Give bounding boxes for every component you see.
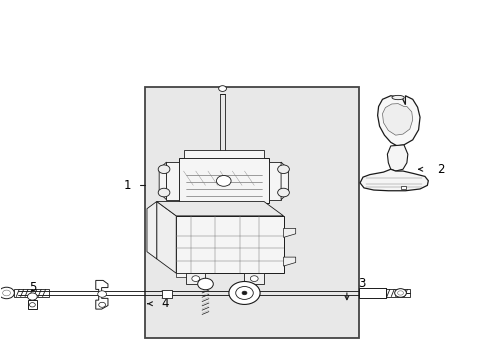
Circle shape: [2, 290, 10, 296]
Bar: [144, 87, 358, 338]
Circle shape: [394, 289, 406, 297]
Text: 3: 3: [357, 278, 365, 291]
Circle shape: [228, 282, 260, 305]
Polygon shape: [178, 158, 268, 203]
Bar: [27, 300, 37, 309]
Polygon shape: [268, 162, 281, 200]
Text: 2: 2: [436, 163, 444, 176]
Circle shape: [0, 287, 14, 299]
Polygon shape: [244, 273, 264, 284]
Circle shape: [27, 293, 37, 300]
Circle shape: [218, 86, 226, 91]
Circle shape: [29, 303, 35, 307]
Circle shape: [99, 302, 105, 307]
Polygon shape: [382, 104, 412, 135]
Polygon shape: [159, 162, 166, 200]
Circle shape: [191, 276, 199, 282]
Bar: [161, 291, 172, 298]
Polygon shape: [183, 149, 264, 158]
Polygon shape: [359, 169, 427, 191]
Circle shape: [277, 165, 289, 174]
Circle shape: [197, 278, 213, 290]
Circle shape: [277, 188, 289, 197]
Circle shape: [235, 287, 253, 300]
Bar: [358, 288, 385, 298]
Polygon shape: [377, 96, 419, 146]
Circle shape: [158, 188, 169, 197]
Text: 4: 4: [161, 297, 169, 310]
Polygon shape: [157, 202, 176, 273]
Polygon shape: [283, 228, 295, 237]
Polygon shape: [281, 162, 288, 200]
Polygon shape: [386, 145, 407, 171]
Circle shape: [158, 165, 169, 174]
Polygon shape: [185, 273, 205, 284]
Polygon shape: [96, 280, 108, 309]
Polygon shape: [157, 202, 283, 216]
Text: 5: 5: [29, 281, 36, 294]
Text: 1: 1: [123, 179, 131, 192]
Circle shape: [250, 276, 258, 282]
Polygon shape: [166, 162, 178, 200]
Ellipse shape: [391, 95, 404, 100]
Circle shape: [242, 291, 246, 295]
Circle shape: [98, 291, 106, 297]
Polygon shape: [176, 273, 200, 277]
Circle shape: [216, 176, 231, 186]
Circle shape: [397, 291, 403, 295]
Polygon shape: [283, 257, 295, 266]
Polygon shape: [176, 216, 283, 273]
Polygon shape: [147, 202, 157, 259]
Bar: [400, 186, 406, 189]
